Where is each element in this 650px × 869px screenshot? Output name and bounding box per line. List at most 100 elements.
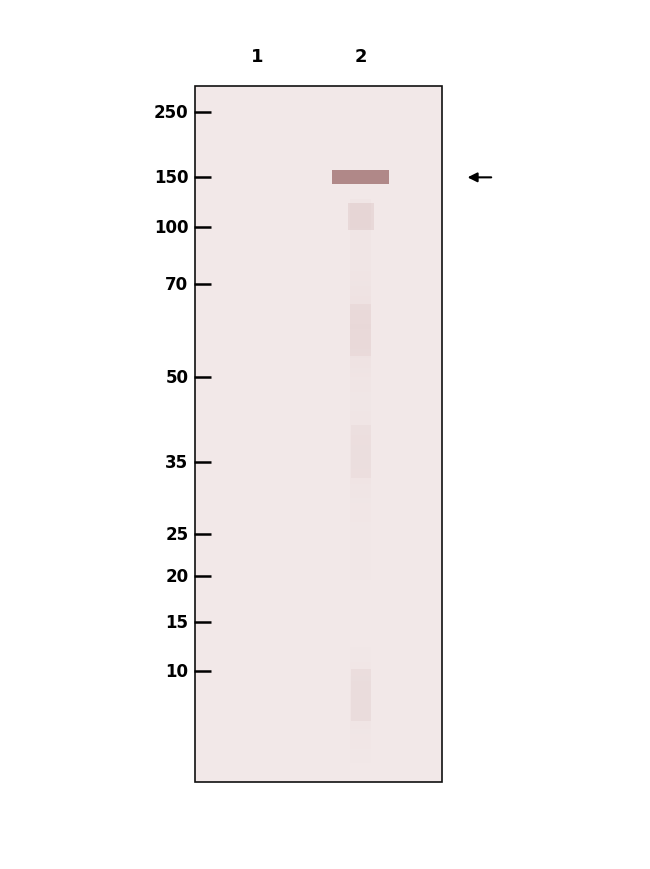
Bar — [332, 171, 389, 185]
Bar — [350, 359, 371, 363]
Bar — [350, 532, 371, 537]
Bar — [350, 421, 371, 426]
Bar — [350, 488, 371, 494]
Bar — [350, 325, 371, 330]
Bar — [350, 277, 371, 282]
Bar — [350, 575, 371, 580]
Bar — [350, 344, 371, 349]
Bar — [350, 740, 371, 744]
Bar — [350, 388, 371, 393]
Bar — [351, 669, 370, 721]
Bar — [350, 282, 371, 287]
Bar — [350, 484, 371, 488]
Bar — [350, 691, 371, 696]
Text: 70: 70 — [165, 276, 188, 294]
Bar — [350, 759, 371, 763]
Bar — [350, 291, 371, 296]
Bar — [350, 513, 371, 518]
Bar — [350, 262, 371, 268]
Bar — [350, 700, 371, 706]
Bar — [350, 508, 371, 513]
Bar — [350, 455, 371, 460]
Bar — [350, 547, 371, 552]
Text: 25: 25 — [165, 526, 188, 543]
Bar — [350, 479, 371, 484]
Bar — [350, 219, 371, 224]
Bar — [350, 393, 371, 397]
Bar — [351, 426, 370, 478]
Text: 100: 100 — [154, 219, 188, 236]
Bar — [350, 662, 371, 667]
Bar — [350, 561, 371, 566]
Bar — [350, 209, 371, 215]
Bar — [350, 306, 371, 310]
Bar — [350, 412, 371, 416]
Bar — [350, 503, 371, 508]
Bar — [350, 349, 371, 354]
Bar — [350, 734, 371, 740]
Bar — [350, 571, 371, 575]
Bar — [350, 667, 371, 672]
Bar — [350, 354, 371, 359]
Bar — [350, 730, 371, 734]
Bar — [350, 416, 371, 421]
Bar — [350, 268, 371, 272]
Bar — [350, 238, 371, 243]
Bar — [350, 725, 371, 730]
Bar — [350, 253, 371, 257]
Bar — [350, 527, 371, 532]
Bar — [350, 215, 371, 219]
Bar — [350, 363, 371, 368]
Bar — [350, 499, 371, 503]
Bar — [350, 518, 371, 522]
Bar — [348, 204, 374, 230]
Bar — [350, 315, 371, 321]
Bar — [350, 330, 371, 335]
Bar — [350, 205, 371, 209]
Bar — [350, 378, 371, 383]
Bar — [350, 653, 371, 657]
Bar — [350, 243, 371, 248]
Bar — [350, 566, 371, 571]
Bar — [350, 301, 371, 306]
Bar — [350, 296, 371, 301]
Text: 150: 150 — [154, 169, 188, 187]
Bar — [350, 710, 371, 715]
Bar — [350, 335, 371, 340]
Bar — [350, 368, 371, 374]
Bar — [350, 749, 371, 753]
Bar — [350, 474, 371, 479]
Bar — [350, 541, 371, 547]
Bar — [350, 441, 371, 446]
Bar — [350, 234, 371, 238]
Bar — [350, 310, 371, 315]
Bar — [350, 494, 371, 499]
Bar — [350, 647, 371, 653]
Bar — [350, 431, 371, 436]
Bar — [350, 272, 371, 277]
Bar — [350, 696, 371, 700]
Bar — [350, 450, 371, 455]
Bar — [350, 224, 371, 229]
Bar — [350, 229, 371, 234]
Bar — [350, 397, 371, 402]
Bar — [350, 715, 371, 720]
Bar — [350, 460, 371, 465]
Bar — [350, 672, 371, 677]
Bar — [350, 469, 371, 474]
Bar — [350, 720, 371, 725]
Bar — [350, 407, 371, 412]
Text: 15: 15 — [166, 614, 188, 631]
Bar — [350, 304, 371, 356]
Bar — [350, 706, 371, 710]
Bar — [350, 681, 371, 687]
Bar — [350, 426, 371, 431]
Bar — [350, 321, 371, 325]
Bar — [350, 373, 371, 378]
Bar — [350, 340, 371, 344]
Bar — [350, 677, 371, 681]
Bar — [350, 248, 371, 253]
Bar — [350, 537, 371, 541]
Text: 20: 20 — [165, 567, 188, 585]
Text: 2: 2 — [354, 48, 367, 65]
